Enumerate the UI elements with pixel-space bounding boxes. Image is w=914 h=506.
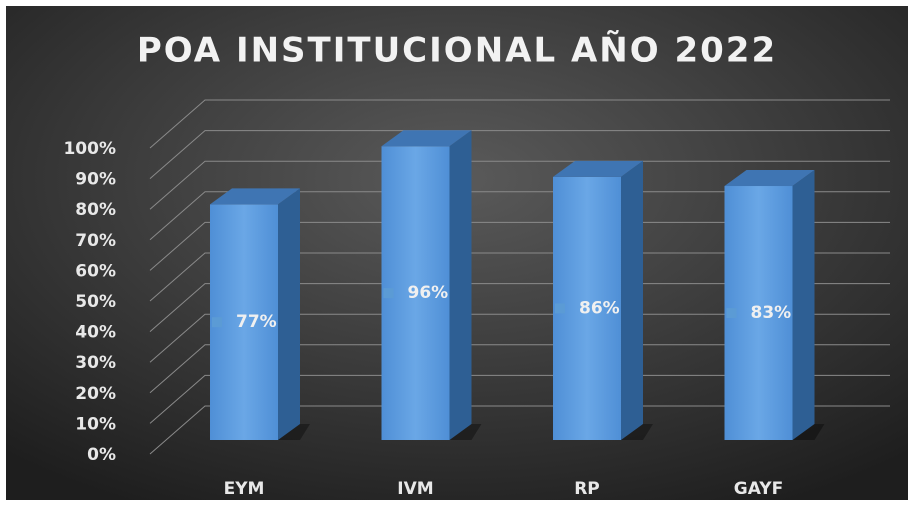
y-tick-label: 30%: [75, 353, 116, 373]
y-tick-label: 80%: [75, 200, 116, 220]
bar-top: [210, 188, 300, 205]
bar-side: [792, 170, 815, 440]
bar-side: [278, 188, 300, 440]
grid-line: [149, 160, 890, 210]
x-tick-label: EYM: [224, 479, 265, 499]
value-label: 86%: [579, 298, 620, 318]
chart-title: POA INSTITUCIONAL AÑO 2022: [137, 30, 777, 71]
label-marker: [212, 317, 222, 328]
grid-line: [149, 252, 890, 302]
value-label: 83%: [751, 303, 792, 323]
y-tick-label: 100%: [63, 139, 116, 159]
y-tick-label: 90%: [75, 170, 116, 190]
bar-top: [381, 130, 472, 147]
y-tick-label: 70%: [75, 231, 116, 251]
grid-line: [149, 344, 890, 394]
x-tick-label: RP: [574, 479, 600, 499]
grid-line: [149, 313, 890, 363]
grid-line: [149, 374, 890, 424]
x-tick-label: IVM: [397, 479, 433, 499]
value-label: 77%: [236, 312, 277, 332]
grid-line: [149, 99, 890, 149]
bar-side: [449, 130, 472, 441]
y-tick-label: 50%: [75, 292, 116, 312]
y-tick-label: 40%: [75, 323, 116, 343]
y-tick-label: 10%: [75, 414, 116, 434]
grid-line: [149, 191, 890, 241]
y-tick-label: 60%: [75, 261, 116, 281]
bar-side: [621, 160, 643, 440]
grid-line: [149, 130, 890, 179]
label-marker: [726, 308, 737, 319]
label-marker: [555, 303, 565, 314]
bar-top: [553, 160, 643, 177]
y-tick-label: 20%: [75, 384, 116, 404]
grid-line: [149, 221, 890, 271]
value-label: 96%: [408, 283, 449, 303]
grid-line: [149, 283, 890, 332]
bar-top: [724, 170, 815, 187]
x-tick-label: GAYF: [734, 479, 783, 499]
grid-line: [149, 405, 890, 455]
label-marker: [383, 288, 394, 299]
y-tick-label: 0%: [87, 445, 116, 465]
